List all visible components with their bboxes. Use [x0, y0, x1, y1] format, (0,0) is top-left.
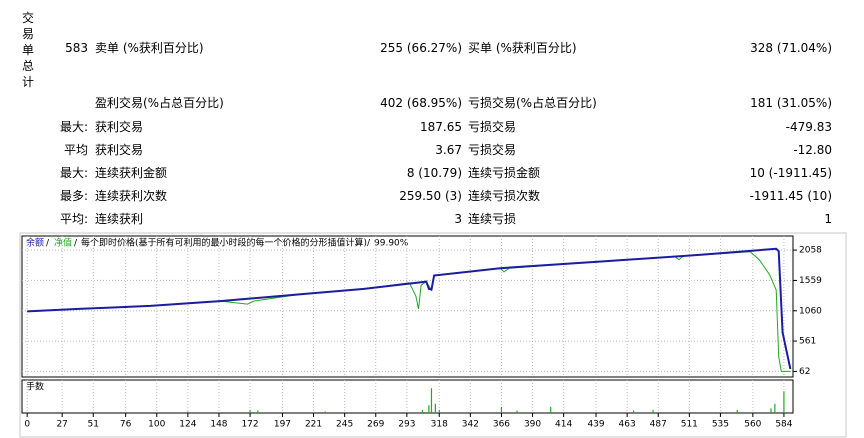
stat-name-2: 亏损交易(%占总百分比) — [468, 96, 597, 110]
stat-name-1: 获利交易 — [95, 120, 144, 134]
x-tick-label: 511 — [681, 420, 698, 430]
x-tick-label: 487 — [650, 420, 667, 430]
chart-frame — [19, 232, 847, 438]
volume-label: 手数 — [26, 381, 44, 393]
y-tick-label: 1060 — [799, 306, 822, 316]
x-tick-label: 439 — [587, 420, 604, 430]
stat-value-1: 3.67 — [435, 143, 462, 157]
x-tick-label: 124 — [179, 420, 196, 430]
stat-value-1: 259.50 (3) — [399, 189, 462, 203]
stat-name-1: 盈利交易(%占总百分比) — [95, 96, 224, 110]
stat-value-2: 328 (71.04%) — [750, 41, 832, 55]
x-tick-label: 245 — [336, 420, 353, 430]
stat-value-1: 255 (66.27%) — [380, 41, 462, 55]
quality: 99.90% — [374, 239, 409, 249]
series-line — [27, 247, 792, 370]
stat-value-2: -479.83 — [785, 120, 832, 134]
x-tick-label: 197 — [274, 420, 291, 430]
stat-label: 最大: — [59, 166, 88, 180]
stat-label: 最大: — [59, 120, 88, 134]
x-tick-label: 342 — [462, 420, 479, 430]
legend-balance: 余额 — [26, 237, 44, 249]
stat-name-1: 获利交易 — [95, 143, 144, 157]
stat-name-2: 亏损交易 — [468, 143, 517, 157]
x-tick-label: 390 — [524, 420, 541, 430]
x-tick-label: 172 — [241, 420, 258, 430]
x-tick-label: 221 — [305, 420, 322, 430]
stat-name-2: 连续亏损 — [468, 212, 517, 226]
y-tick-label: 561 — [799, 337, 816, 347]
x-tick-label: 27 — [56, 420, 67, 430]
stat-value-1: 187.65 — [420, 120, 462, 134]
volume-area — [21, 379, 794, 414]
stat-name-2: 连续亏损次数 — [468, 189, 541, 203]
stat-name-1: 卖单 (%获利百分比) — [95, 41, 204, 55]
stat-name-1: 连续获利次数 — [95, 189, 168, 203]
x-tick-label: 535 — [712, 420, 729, 430]
stat-label: 平均: — [59, 212, 88, 226]
stat-label: 最多: — [59, 189, 88, 203]
x-tick-label: 560 — [744, 420, 761, 430]
x-tick-label: 414 — [555, 420, 572, 430]
stat-value-2: 1 — [824, 212, 832, 226]
stat-label: 平均 — [63, 143, 88, 157]
stat-label: 583 — [65, 41, 88, 55]
x-tick-label: 463 — [619, 420, 636, 430]
x-tick-label: 100 — [148, 420, 165, 430]
stat-name-2: 连续亏损金额 — [468, 166, 541, 180]
y-tick-label: 1559 — [799, 276, 822, 286]
stat-value-1: 8 (10.79) — [406, 166, 462, 180]
x-tick-label: 584 — [775, 420, 792, 430]
y-tick-label: 62 — [799, 367, 810, 377]
model-text: 每个即时价格(基于所有可利用的最小时段的每一个价格的分形插值计算) — [81, 237, 367, 249]
stat-value-2: 10 (-1911.45) — [749, 166, 832, 180]
stat-value-2: 181 (31.05%) — [750, 96, 832, 110]
x-tick-label: 318 — [431, 420, 448, 430]
y-tick-label: 2058 — [799, 246, 822, 256]
stat-name-1: 连续获利金额 — [95, 166, 168, 180]
separator: / — [46, 239, 50, 249]
stat-value-2: -1911.45 (10) — [749, 189, 832, 203]
stat-name-1: 连续获利 — [95, 212, 144, 226]
x-tick-label: 0 — [24, 420, 30, 430]
stat-value-1: 402 (68.95%) — [380, 96, 462, 110]
stat-name-2: 买单 (%获利百分比) — [468, 41, 577, 55]
x-tick-label: 148 — [210, 420, 227, 430]
x-tick-label: 269 — [367, 420, 384, 430]
vertical-title: 交易单总计 — [22, 11, 35, 89]
x-tick-label: 76 — [120, 420, 132, 430]
stat-value-2: -12.80 — [793, 143, 832, 157]
x-tick-label: 293 — [398, 420, 415, 430]
x-tick-label: 51 — [88, 420, 99, 430]
stat-name-2: 亏损交易 — [468, 120, 517, 134]
legend-equity: 净值 — [54, 237, 72, 249]
x-tick-label: 366 — [493, 420, 510, 430]
separator: / — [74, 239, 78, 249]
separator: / — [367, 239, 371, 249]
stat-value-1: 3 — [454, 212, 462, 226]
